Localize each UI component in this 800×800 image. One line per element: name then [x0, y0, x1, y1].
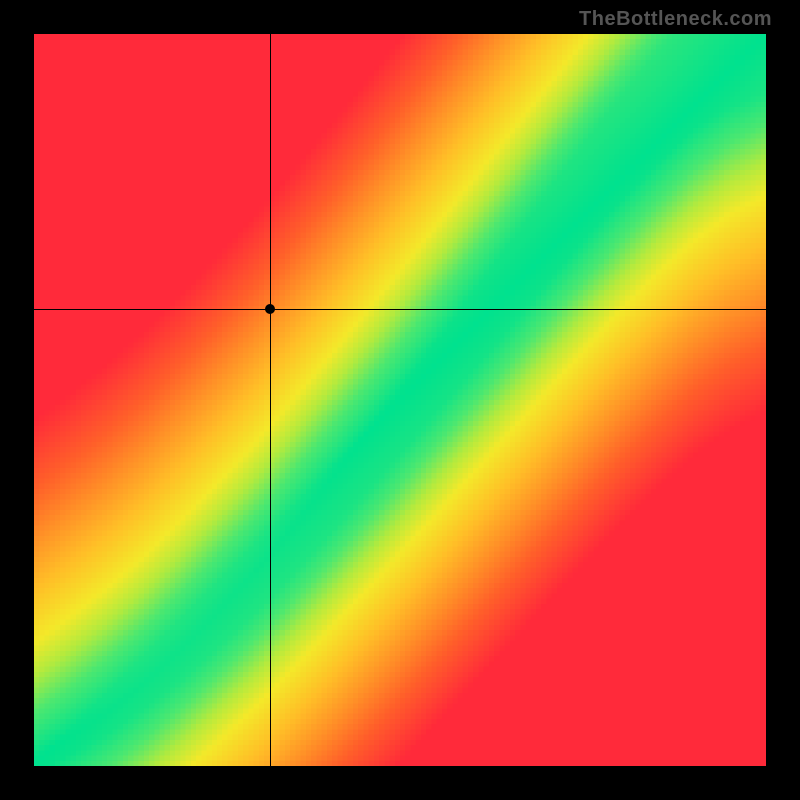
selection-marker — [265, 304, 275, 314]
bottleneck-heatmap — [34, 34, 766, 766]
heatmap-canvas — [34, 34, 766, 766]
watermark-text: TheBottleneck.com — [579, 8, 772, 31]
crosshair-vertical — [270, 34, 271, 766]
crosshair-horizontal — [34, 309, 766, 310]
